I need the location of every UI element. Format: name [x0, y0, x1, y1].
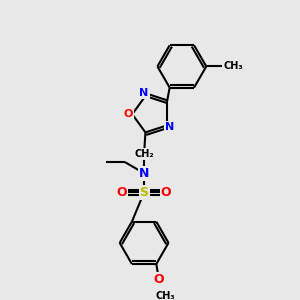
Text: N: N — [139, 167, 149, 180]
Text: O: O — [117, 186, 128, 199]
Text: O: O — [154, 273, 164, 286]
Text: S: S — [140, 186, 148, 199]
Text: CH₂: CH₂ — [134, 149, 154, 159]
Text: N: N — [165, 122, 174, 132]
Text: O: O — [161, 186, 171, 199]
Text: N: N — [140, 88, 149, 98]
Text: O: O — [124, 109, 133, 119]
Text: CH₃: CH₃ — [156, 291, 176, 300]
Text: CH₃: CH₃ — [223, 61, 243, 71]
